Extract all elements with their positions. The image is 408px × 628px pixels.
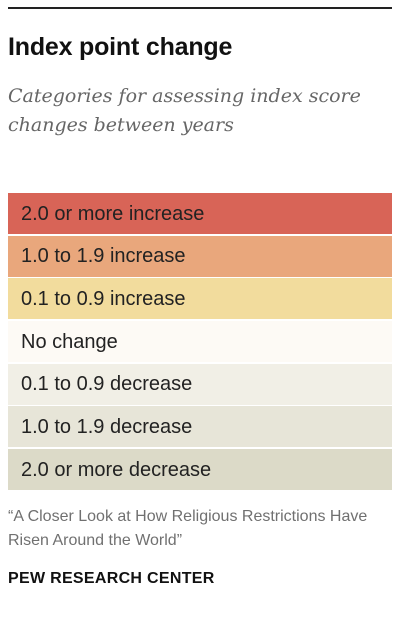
legend-row-2-or-more-decrease: 2.0 or more decrease [8,449,392,491]
legend-label: 2.0 or more decrease [21,458,212,481]
legend-row-1-to-1-9-increase: 1.0 to 1.9 increase [8,235,392,277]
legend: 2.0 or more increase 1.0 to 1.9 increase… [8,193,392,492]
page-subtitle: Categories for assessing index score cha… [8,85,361,136]
legend-label: No change [21,330,118,353]
top-rule [8,7,392,9]
legend-label: 0.1 to 0.9 increase [21,287,186,310]
legend-label: 1.0 to 1.9 decrease [21,415,193,438]
source-note: “A Closer Look at How Religious Restrict… [8,508,368,549]
legend-row-1-to-1-9-decrease: 1.0 to 1.9 decrease [8,406,392,448]
legend-label: 0.1 to 0.9 decrease [21,373,193,396]
brand-logo-text: PEW RESEARCH CENTER [8,570,215,587]
legend-row-0-1-to-0-9-decrease: 0.1 to 0.9 decrease [8,363,392,405]
legend-row-no-change: No change [8,321,392,363]
legend-label: 2.0 or more increase [21,202,205,225]
legend-label: 1.0 to 1.9 increase [21,245,186,268]
legend-row-2-or-more-increase: 2.0 or more increase [8,193,392,234]
page-title: Index point change [8,33,233,61]
legend-row-0-1-to-0-9-increase: 0.1 to 0.9 increase [8,278,392,320]
